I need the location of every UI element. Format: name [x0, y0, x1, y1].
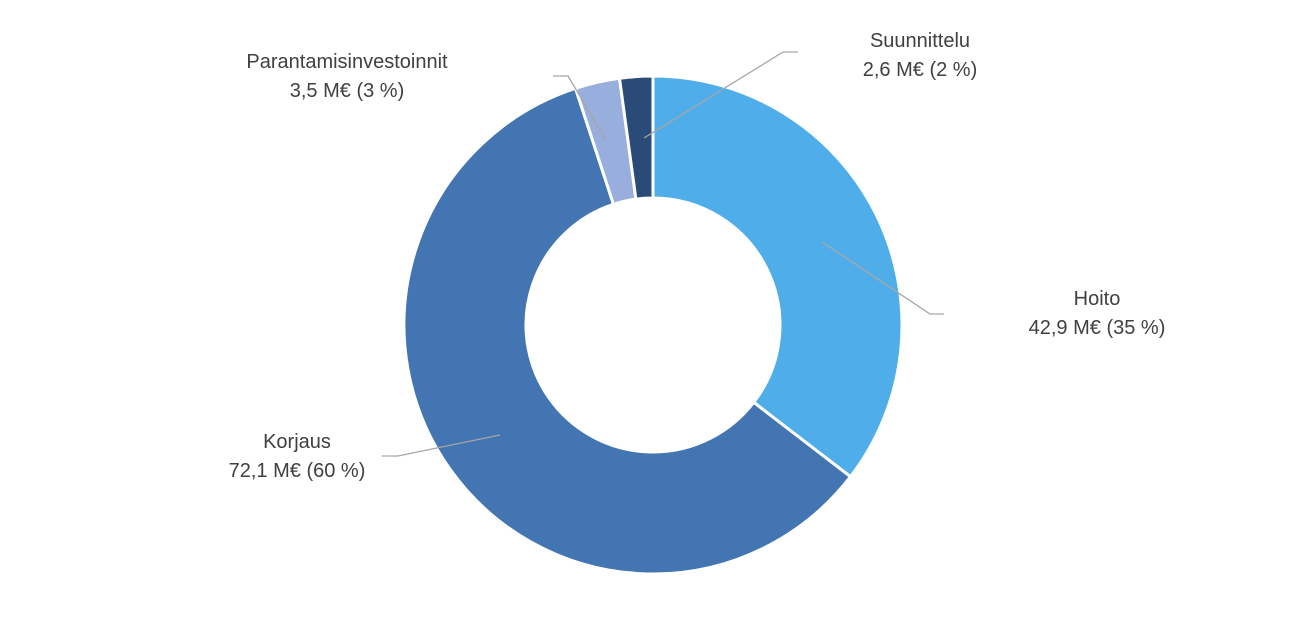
- label-hoito-category: Hoito: [1074, 288, 1121, 310]
- label-suunnittelu-category: Suunnittelu: [870, 30, 970, 52]
- label-parantamisinvestoinnit-category: Parantamisinvestoinnit: [246, 51, 448, 73]
- leader-lines: [382, 51, 944, 457]
- label-suunnittelu-value: 2,6 M€ (2 %): [863, 59, 977, 81]
- donut-slices: [402, 74, 904, 576]
- data-labels: Hoito 42,9 M€ (35 %) Korjaus 72,1 M€ (60 %)…: [229, 30, 1166, 482]
- label-korjaus-category: Korjaus: [263, 431, 331, 453]
- slice-korjaus: [402, 86, 853, 576]
- slice-suunnittelu: [617, 74, 655, 201]
- leader-line-hoito: [821, 241, 944, 315]
- leader-line-parantamisinvestoinnit: [553, 75, 607, 141]
- label-parantamisinvestoinnit-value: 3,5 M€ (3 %): [290, 80, 404, 102]
- slice-hoito: [651, 74, 904, 479]
- leader-line-suunnittelu: [643, 51, 798, 139]
- label-korjaus-value: 72,1 M€ (60 %): [229, 460, 366, 482]
- leader-line-korjaus: [382, 434, 501, 457]
- label-hoito-value: 42,9 M€ (35 %): [1029, 317, 1166, 339]
